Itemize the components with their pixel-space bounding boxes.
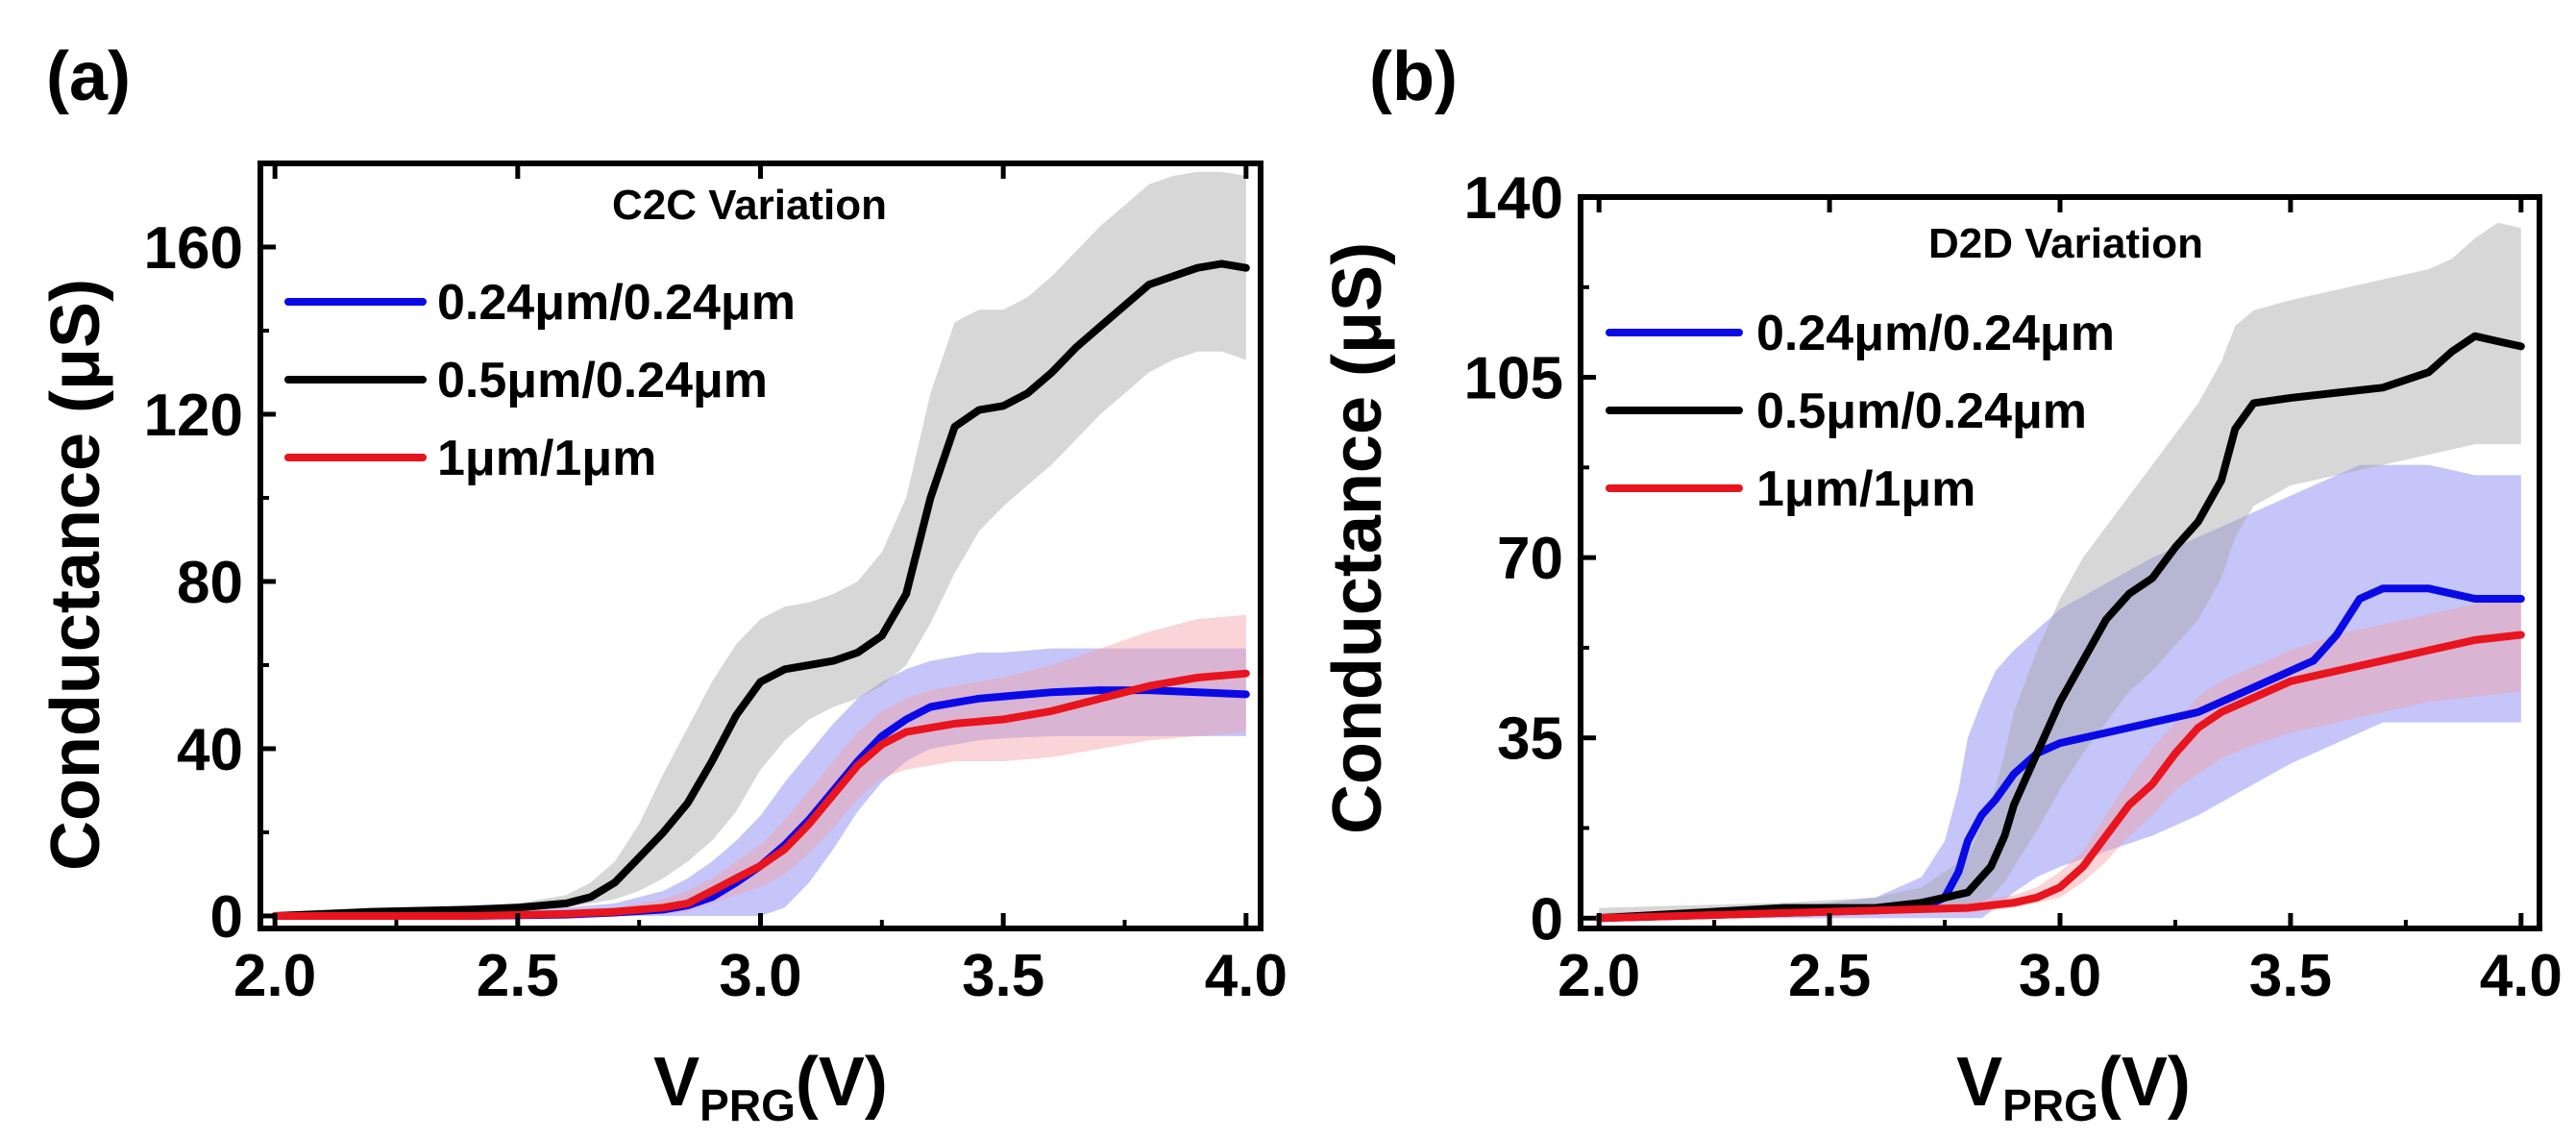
panel-b-series-line-1 <box>1595 332 2525 923</box>
panel-a-x-tick-label: 3.5 <box>962 943 1044 1009</box>
panel-a-y-tick-label: 80 <box>177 550 243 616</box>
panel-b-series-line-2 <box>1595 631 2525 923</box>
panel-b-title: D2D Variation <box>1928 220 2203 267</box>
panel-b-x-axis-title: VPRG(V) <box>1956 1044 2191 1130</box>
panel-a-y-axis-title: Conductance (μS) <box>37 279 114 871</box>
panel-b-y-tick-label: 0 <box>1531 886 1563 952</box>
panel-b-xlabel-main: V <box>1956 1044 2002 1121</box>
panel-a-series-line-2 <box>271 669 1250 920</box>
panel-b-legend-label-1: 0.5μm/0.24μm <box>1756 383 2087 439</box>
panel-a-band-0 <box>275 648 1246 916</box>
panel-a-bands <box>275 171 1246 916</box>
panel-a-label: (a) <box>46 38 131 115</box>
panel-a-y-tick-label: 160 <box>144 215 243 282</box>
panel-b: (b) 2.0 2.5 3.0 3.5 4.0 0 35 70 105 140 D2D Varia… <box>1319 38 2563 1130</box>
panel-a-xlabel-sub: PRG <box>699 1080 796 1130</box>
panel-b-xlabel-sub: PRG <box>2002 1080 2098 1130</box>
panel-a-legend-label-0: 0.24μm/0.24μm <box>437 275 796 331</box>
panel-a-band-1 <box>275 171 1246 916</box>
panel-a-x-tick-label: 2.0 <box>233 943 316 1009</box>
panel-a-xlabel-unit: (V) <box>796 1044 888 1121</box>
panel-b-x-tick-label: 4.0 <box>2480 943 2563 1009</box>
panel-b-band-0 <box>1599 464 2521 919</box>
panel-b-x-tick-label: 2.5 <box>1788 943 1871 1009</box>
panel-a-legend: 0.24μm/0.24μm 0.5μm/0.24μm 1μm/1μm <box>284 275 796 486</box>
panel-b-axes: 2.0 2.5 3.0 3.5 4.0 0 35 70 105 140 <box>1464 165 2563 1009</box>
panel-b-xlabel-unit: (V) <box>2098 1044 2191 1121</box>
panel-a-y-tick-label: 120 <box>144 383 243 449</box>
panel-b-y-tick-label: 140 <box>1464 165 1563 232</box>
panel-b-x-tick-label: 2.0 <box>1558 943 1640 1009</box>
panel-a-legend-label-2: 1μm/1μm <box>437 431 656 486</box>
panel-b-legend-label-0: 0.24μm/0.24μm <box>1756 306 2115 361</box>
panel-a-series-line-1 <box>271 260 1250 920</box>
panel-b-y-tick-label: 35 <box>1497 706 1563 773</box>
panel-b-legend: 0.24μm/0.24μm 0.5μm/0.24μm 1μm/1μm <box>1606 306 2115 517</box>
panel-a-title: C2C Variation <box>612 182 887 229</box>
panel-a-x-axis-title: VPRG(V) <box>653 1044 888 1130</box>
panel-a-x-tick-label: 2.5 <box>477 943 559 1009</box>
panel-b-y-axis-title: Conductance (μS) <box>1319 242 1396 834</box>
panel-a-xlabel-main: V <box>653 1044 699 1121</box>
panel-a-y-tick-label: 0 <box>210 884 243 951</box>
panel-b-y-tick-label: 105 <box>1464 346 1563 412</box>
panel-b-x-tick-label: 3.5 <box>2249 943 2332 1009</box>
panel-a: (a) 2.0 2.5 3.0 3.5 4.0 0 40 80 120 160 C2C Varia… <box>37 38 1288 1130</box>
panel-a-y-tick-label: 40 <box>177 717 243 783</box>
panel-b-x-tick-label: 3.0 <box>2019 943 2101 1009</box>
panel-a-x-tick-label: 4.0 <box>1205 943 1288 1009</box>
panel-a-axes: 2.0 2.5 3.0 3.5 4.0 0 40 80 120 160 <box>144 161 1288 1009</box>
panel-b-y-tick-label: 70 <box>1497 526 1563 592</box>
panel-a-x-tick-label: 3.0 <box>719 943 801 1009</box>
panel-a-lines <box>271 260 1250 920</box>
panel-a-legend-label-1: 0.5μm/0.24μm <box>437 353 768 408</box>
panel-a-band-2 <box>275 614 1246 916</box>
panel-b-legend-label-2: 1μm/1μm <box>1756 461 1975 517</box>
panel-b-label: (b) <box>1369 38 1458 115</box>
panel-b-lines <box>1595 332 2525 923</box>
